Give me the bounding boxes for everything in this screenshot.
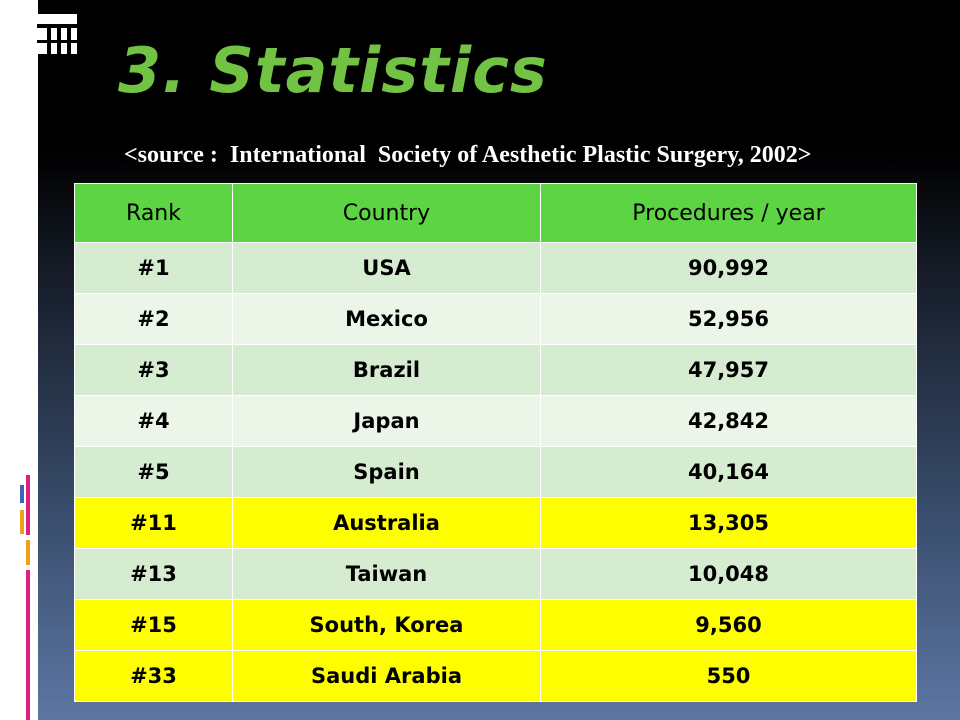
rank-cell: #2 bbox=[74, 293, 233, 345]
country-cell: Taiwan bbox=[232, 548, 541, 600]
header-country: Country bbox=[232, 183, 541, 243]
window-grid-icon bbox=[37, 14, 77, 54]
table-row: #5 Spain 40,164 bbox=[74, 446, 917, 498]
table-row: #3 Brazil 47,957 bbox=[74, 344, 917, 396]
rank-cell: #1 bbox=[74, 242, 233, 294]
rank-cell: #11 bbox=[74, 497, 233, 549]
procedures-cell: 9,560 bbox=[540, 599, 917, 651]
procedures-cell: 10,048 bbox=[540, 548, 917, 600]
country-cell: South, Korea bbox=[232, 599, 541, 651]
statistics-table: Rank Country Procedures / year #1 USA 90… bbox=[74, 183, 917, 702]
procedures-cell: 13,305 bbox=[540, 497, 917, 549]
table-row-highlighted: #33 Saudi Arabia 550 bbox=[74, 650, 917, 702]
country-cell: Brazil bbox=[232, 344, 541, 396]
table-header-row: Rank Country Procedures / year bbox=[74, 183, 917, 243]
country-cell: Saudi Arabia bbox=[232, 650, 541, 702]
procedures-cell: 42,842 bbox=[540, 395, 917, 447]
table-row: #13 Taiwan 10,048 bbox=[74, 548, 917, 600]
country-cell: Spain bbox=[232, 446, 541, 498]
table-row: #2 Mexico 52,956 bbox=[74, 293, 917, 345]
country-cell: USA bbox=[232, 242, 541, 294]
source-citation: <source : International Society of Aesth… bbox=[124, 142, 812, 168]
country-cell: Australia bbox=[232, 497, 541, 549]
procedures-cell: 52,956 bbox=[540, 293, 917, 345]
procedures-cell: 47,957 bbox=[540, 344, 917, 396]
left-margin-strip bbox=[0, 0, 38, 720]
procedures-cell: 40,164 bbox=[540, 446, 917, 498]
procedures-cell: 90,992 bbox=[540, 242, 917, 294]
procedures-cell: 550 bbox=[540, 650, 917, 702]
rank-cell: #3 bbox=[74, 344, 233, 396]
country-cell: Mexico bbox=[232, 293, 541, 345]
rank-cell: #4 bbox=[74, 395, 233, 447]
table-row-highlighted: #11 Australia 13,305 bbox=[74, 497, 917, 549]
table-row: #4 Japan 42,842 bbox=[74, 395, 917, 447]
country-cell: Japan bbox=[232, 395, 541, 447]
header-rank: Rank bbox=[74, 183, 233, 243]
table-row-highlighted: #15 South, Korea 9,560 bbox=[74, 599, 917, 651]
slide-title: 3. Statistics bbox=[118, 34, 548, 107]
table-row: #1 USA 90,992 bbox=[74, 242, 917, 294]
rank-cell: #13 bbox=[74, 548, 233, 600]
rank-cell: #15 bbox=[74, 599, 233, 651]
rank-cell: #33 bbox=[74, 650, 233, 702]
header-procedures: Procedures / year bbox=[540, 183, 917, 243]
rank-cell: #5 bbox=[74, 446, 233, 498]
decorative-accent-lines bbox=[20, 475, 36, 720]
